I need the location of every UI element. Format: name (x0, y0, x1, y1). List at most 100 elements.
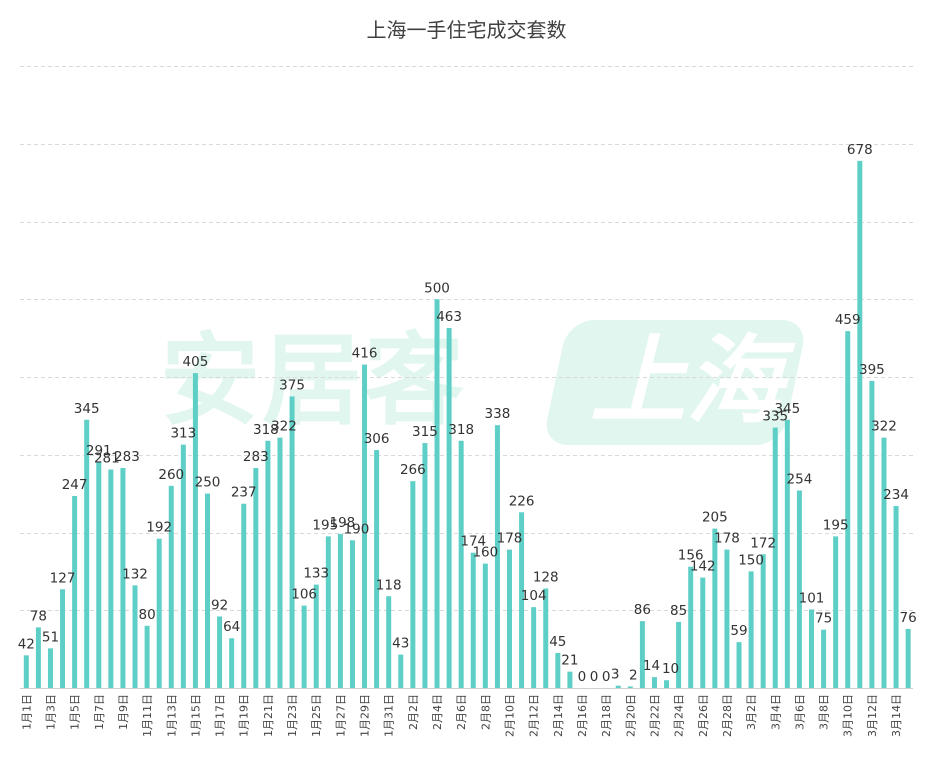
bar (519, 512, 525, 688)
bar (760, 554, 766, 688)
bar-value-label: 318 (448, 422, 474, 438)
x-tick-label: 2月2日 (407, 694, 420, 730)
bar-value-label: 226 (509, 493, 535, 509)
bar (180, 444, 186, 688)
bar (434, 299, 440, 688)
x-tick-label: 1月1日 (20, 694, 33, 730)
x-tick-label: 2月28日 (721, 694, 734, 737)
bar-value-label: 160 (472, 545, 498, 561)
bar (676, 621, 682, 688)
x-tick-label: 2月10日 (504, 694, 517, 737)
bar (857, 160, 863, 689)
x-tick-label: 1月11日 (141, 694, 154, 737)
bar (555, 653, 561, 688)
bar (458, 440, 464, 688)
bar-value-label: 51 (42, 629, 59, 645)
bar (253, 467, 259, 688)
watermark-box-text: 上海 (590, 325, 782, 437)
bar (23, 655, 29, 688)
bar (422, 443, 428, 688)
bar (784, 419, 790, 688)
bar-value-label: 322 (271, 419, 297, 435)
x-tick-label: 3月6日 (793, 694, 806, 730)
bar-value-label: 59 (730, 623, 747, 639)
bar-value-label: 405 (183, 354, 209, 370)
bar (845, 331, 851, 688)
x-tick-label: 1月31日 (383, 694, 396, 737)
bar-value-label: 198 (329, 515, 355, 531)
bar-value-label: 283 (243, 449, 269, 465)
x-tick-label: 2月6日 (455, 694, 468, 730)
bar (627, 686, 633, 688)
x-tick-label: 2月16日 (576, 694, 589, 737)
bar-value-label: 335 (762, 409, 788, 425)
bar-value-label: 104 (521, 588, 547, 604)
bar (205, 493, 210, 689)
bar (688, 566, 694, 688)
bar-value-label: 14 (643, 658, 660, 674)
bar-value-label: 127 (50, 570, 76, 586)
bar-value-label: 0 (602, 669, 611, 685)
x-tick-label: 2月14日 (552, 694, 565, 737)
bar-value-label: 291 (86, 443, 112, 459)
bar-value-label: 313 (170, 426, 196, 442)
bar-value-label: 247 (62, 477, 88, 493)
bar (108, 469, 114, 688)
bar-value-label: 266 (400, 462, 426, 478)
bar (796, 490, 802, 688)
bar-value-label: 85 (670, 603, 687, 619)
bar-value-label: 254 (787, 472, 813, 488)
bar (72, 495, 78, 688)
bar (301, 605, 307, 688)
bar (507, 549, 512, 688)
bar-value-label: 106 (291, 587, 317, 603)
x-tick-label: 1月15日 (189, 694, 202, 737)
bar (664, 680, 670, 688)
watermark-word: 安居客 (160, 322, 466, 439)
bar (398, 654, 404, 688)
bar-value-label: 80 (139, 607, 156, 623)
x-tick-label: 1月9日 (117, 694, 130, 730)
bar (47, 648, 53, 688)
bar-labels: 4278511272473452912812831328019226031340… (18, 142, 917, 685)
bar-value-label: 250 (195, 475, 221, 491)
x-tick-label: 1月5日 (69, 694, 82, 730)
bar-value-label: 10 (662, 661, 679, 677)
bars (23, 160, 911, 689)
x-tick-label: 1月25日 (310, 694, 323, 737)
bar-value-label: 178 (714, 531, 740, 547)
x-tick-label: 2月18日 (600, 694, 613, 737)
x-tick-label: 2月26日 (697, 694, 710, 737)
bar-value-label: 64 (223, 619, 240, 635)
bar-value-label: 2 (629, 667, 638, 683)
bar-value-label: 190 (344, 521, 370, 537)
bar-value-label: 260 (158, 467, 184, 483)
bar-value-label: 132 (122, 566, 148, 582)
bar-value-label: 86 (634, 602, 651, 618)
bar (144, 625, 150, 688)
bar-value-label: 128 (533, 569, 559, 585)
bar (410, 481, 416, 688)
bar (809, 609, 814, 688)
bar (651, 677, 657, 688)
bar (724, 549, 730, 688)
bar-value-label: 92 (211, 597, 228, 613)
bar-value-label: 306 (364, 431, 390, 447)
bar (156, 538, 162, 688)
bar-value-label: 0 (578, 669, 587, 685)
x-tick-label: 2月12日 (528, 694, 541, 737)
bar-value-label: 42 (18, 636, 35, 652)
bar (132, 585, 138, 688)
bar (869, 380, 875, 688)
bar-value-label: 322 (871, 419, 897, 435)
bar-value-label: 75 (815, 611, 832, 627)
x-tick-label: 1月29日 (359, 694, 372, 737)
bar-value-label: 416 (352, 346, 378, 362)
x-tick-label: 3月14日 (890, 694, 903, 737)
x-tick-label: 1月27日 (334, 694, 347, 737)
bar-value-label: 345 (74, 401, 100, 417)
bar (337, 534, 343, 688)
bar-value-label: 21 (561, 653, 578, 669)
x-tick-label: 3月12日 (866, 694, 879, 737)
bar-value-label: 43 (392, 636, 409, 652)
